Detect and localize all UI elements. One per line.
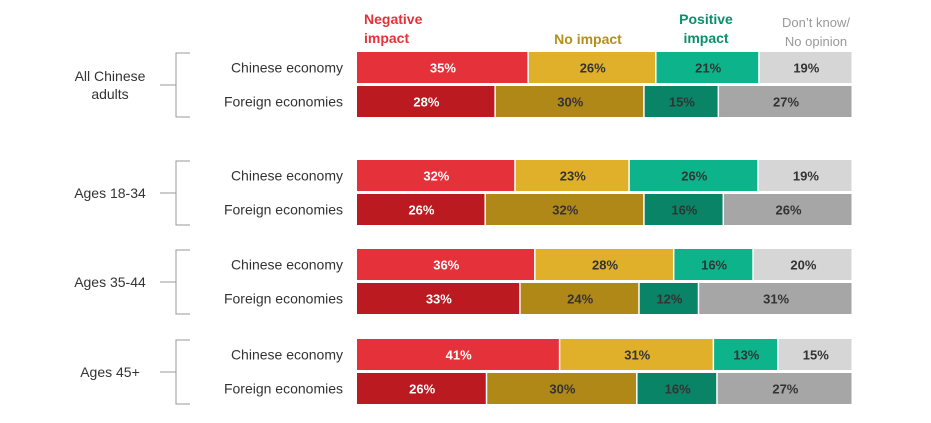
data-label-dont_know: 26% bbox=[776, 203, 802, 218]
data-label-positive: 16% bbox=[665, 382, 691, 397]
data-label-no_impact: 23% bbox=[560, 169, 586, 184]
bar-segment-dont_know bbox=[753, 249, 852, 280]
bar-segment-positive bbox=[637, 373, 717, 404]
row-label: Foreign economies bbox=[224, 291, 343, 307]
data-label-negative: 41% bbox=[446, 348, 472, 363]
data-label-dont_know: 15% bbox=[803, 348, 829, 363]
row-label: Chinese economy bbox=[231, 60, 343, 76]
data-label-dont_know: 31% bbox=[763, 292, 789, 307]
data-label-negative: 36% bbox=[433, 258, 459, 273]
data-label-negative: 26% bbox=[409, 382, 435, 397]
group-label: Ages 18-34 bbox=[74, 185, 146, 201]
bar-segment-no_impact bbox=[535, 249, 673, 280]
data-label-positive: 21% bbox=[695, 61, 721, 76]
bar-segment-positive bbox=[644, 86, 718, 117]
bar-segment-positive bbox=[714, 339, 778, 370]
group-bracket bbox=[175, 249, 190, 315]
bar-segment-negative bbox=[357, 249, 535, 280]
bar-segment-negative bbox=[357, 86, 495, 117]
row-label: Chinese economy bbox=[231, 257, 343, 273]
data-label-dont_know: 19% bbox=[793, 61, 819, 76]
bar-segment-dont_know bbox=[699, 283, 852, 314]
bar-segment-dont_know bbox=[759, 52, 852, 83]
legend-positive-line: Positive bbox=[679, 11, 733, 27]
data-label-positive: 13% bbox=[733, 348, 759, 363]
bar-segment-negative bbox=[357, 52, 528, 83]
data-label-no_impact: 30% bbox=[549, 382, 575, 397]
data-label-no_impact: 24% bbox=[567, 292, 593, 307]
group-bracket bbox=[175, 160, 190, 226]
group-label: adults bbox=[91, 86, 128, 102]
data-label-no_impact: 30% bbox=[557, 95, 583, 110]
bar-segment-dont_know bbox=[724, 194, 852, 225]
data-label-positive: 15% bbox=[669, 95, 695, 110]
bar-segment-dont_know bbox=[719, 86, 852, 117]
group-bracket bbox=[175, 339, 190, 405]
bar-segment-positive bbox=[639, 283, 698, 314]
bar-segment-positive bbox=[674, 249, 753, 280]
data-label-negative: 32% bbox=[423, 169, 449, 184]
bar-segment-negative bbox=[357, 160, 515, 191]
legend-dont_know-line: No opinion bbox=[785, 34, 847, 49]
data-label-negative: 28% bbox=[413, 95, 439, 110]
data-label-negative: 35% bbox=[430, 61, 456, 76]
bar-segment-no_impact bbox=[487, 373, 637, 404]
group-label: All Chinese bbox=[75, 68, 146, 84]
data-label-no_impact: 31% bbox=[624, 348, 650, 363]
group-label: Ages 35-44 bbox=[74, 274, 146, 290]
bar-segment-positive bbox=[629, 160, 758, 191]
row-label: Chinese economy bbox=[231, 347, 343, 363]
bar-segment-no_impact bbox=[515, 160, 629, 191]
legend-dont_know-line: Don’t know/ bbox=[782, 15, 850, 30]
row-label: Foreign economies bbox=[224, 202, 343, 218]
row-label: Chinese economy bbox=[231, 168, 343, 184]
group-bracket bbox=[175, 52, 190, 118]
bar-segment-dont_know bbox=[758, 160, 852, 191]
bar-segment-negative bbox=[357, 194, 485, 225]
data-label-positive: 16% bbox=[671, 203, 697, 218]
data-label-dont_know: 27% bbox=[773, 95, 799, 110]
bar-segment-no_impact bbox=[528, 52, 656, 83]
data-label-positive: 16% bbox=[701, 258, 727, 273]
data-label-dont_know: 27% bbox=[772, 382, 798, 397]
legend-positive-line: impact bbox=[683, 30, 728, 46]
bar-segment-negative bbox=[357, 373, 486, 404]
legend-negative-line: Negative bbox=[364, 11, 423, 27]
data-label-positive: 12% bbox=[656, 292, 682, 307]
bar-segment-positive bbox=[656, 52, 759, 83]
data-label-no_impact: 28% bbox=[592, 258, 618, 273]
bar-segment-negative bbox=[357, 283, 520, 314]
legend-negative-line: impact bbox=[364, 30, 409, 46]
bar-segment-negative bbox=[357, 339, 559, 370]
data-label-negative: 26% bbox=[408, 203, 434, 218]
group-label: Ages 45+ bbox=[80, 364, 140, 380]
bar-segment-positive bbox=[644, 194, 723, 225]
bar-segment-dont_know bbox=[778, 339, 852, 370]
data-label-no_impact: 32% bbox=[552, 203, 578, 218]
bar-segment-no_impact bbox=[560, 339, 713, 370]
row-label: Foreign economies bbox=[224, 381, 343, 397]
bar-segment-no_impact bbox=[520, 283, 639, 314]
row-label: Foreign economies bbox=[224, 94, 343, 110]
bar-segment-no_impact bbox=[485, 194, 644, 225]
data-label-no_impact: 26% bbox=[580, 61, 606, 76]
legend-no_impact-line: No impact bbox=[554, 31, 622, 47]
data-label-dont_know: 19% bbox=[793, 169, 819, 184]
data-label-dont_know: 20% bbox=[790, 258, 816, 273]
data-label-positive: 26% bbox=[681, 169, 707, 184]
bar-segment-no_impact bbox=[495, 86, 644, 117]
bar-segment-dont_know bbox=[717, 373, 852, 404]
data-label-negative: 33% bbox=[426, 292, 452, 307]
